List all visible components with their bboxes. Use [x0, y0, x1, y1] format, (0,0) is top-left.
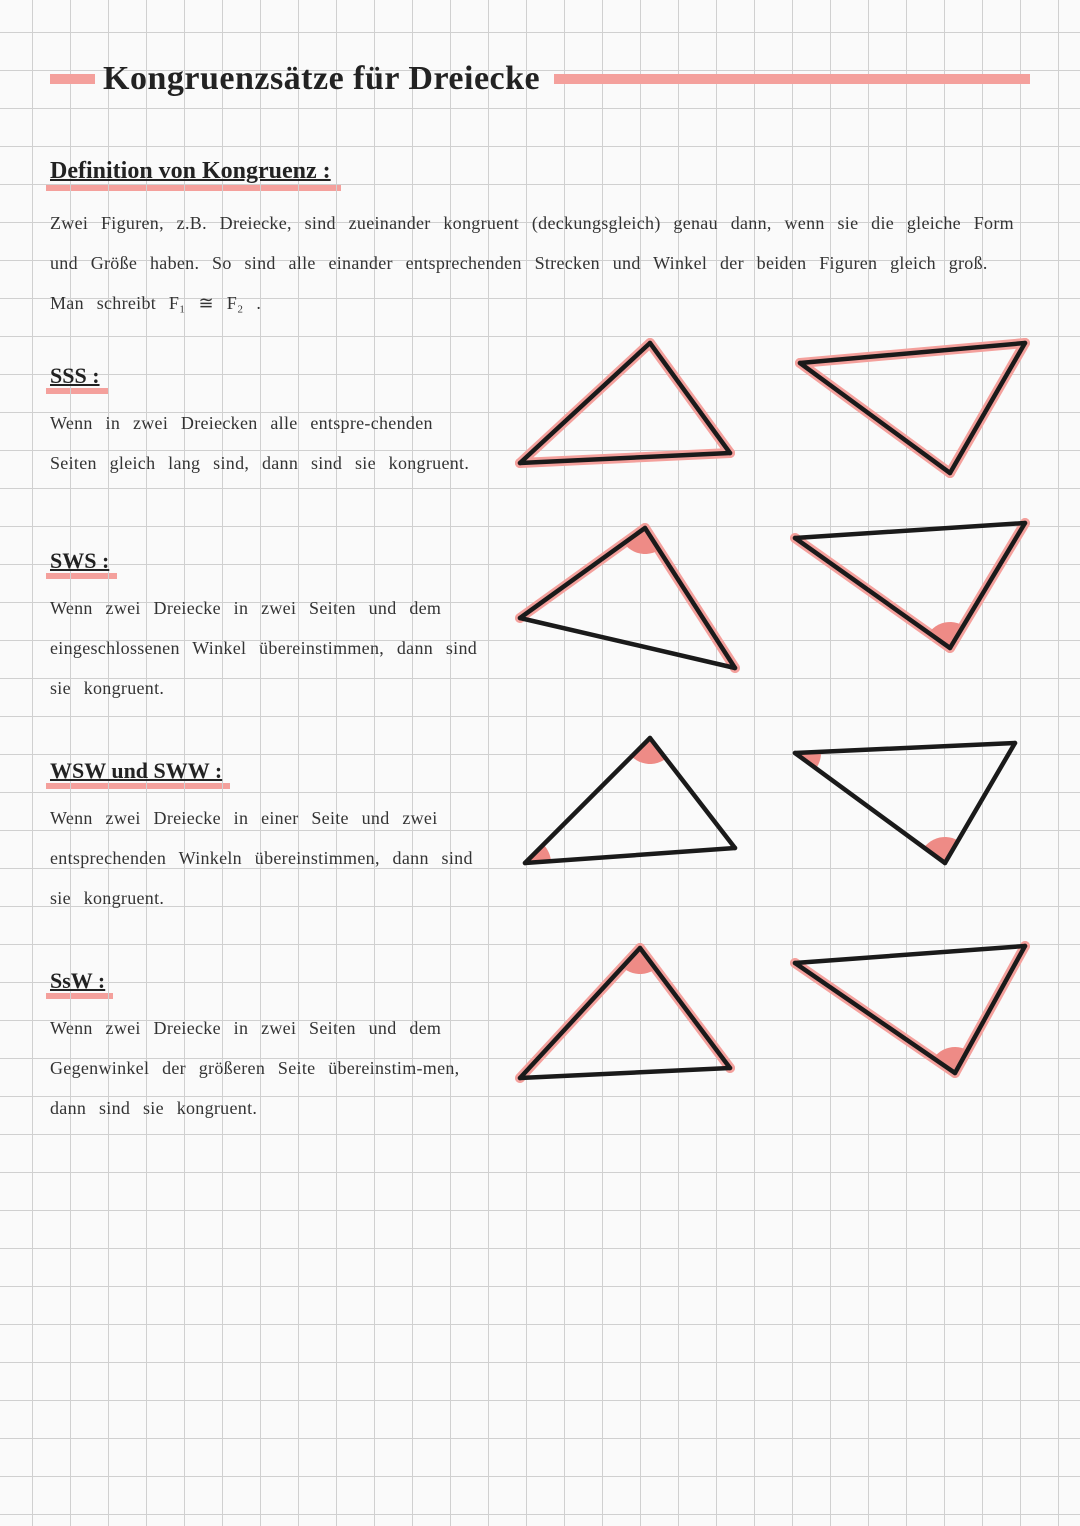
triangle-diagram	[500, 928, 760, 1103]
theorem-text-col: SWS : Wenn zwei Dreiecke in zwei Seiten …	[50, 548, 480, 708]
triangle-diagram	[500, 323, 760, 498]
theorem-figures	[500, 718, 1040, 893]
definition-text: Zwei Figuren, z.B. Dreiecke, sind zueina…	[50, 203, 1030, 323]
theorem-figures	[500, 928, 1040, 1103]
theorem-text-col: SsW : Wenn zwei Dreiecke in zwei Seiten …	[50, 968, 480, 1128]
theorem-heading: SSS :	[50, 363, 100, 389]
theorem-text: Wenn zwei Dreiecke in zwei Seiten und de…	[50, 1008, 480, 1128]
theorem-text: Wenn in zwei Dreiecken alle entspre-chen…	[50, 403, 480, 483]
triangle-diagram	[500, 508, 760, 683]
title-bar-right	[554, 74, 1030, 84]
theorem-heading: SWS :	[50, 548, 109, 574]
theorem-row: SSS : Wenn in zwei Dreiecken alle entspr…	[50, 363, 1030, 498]
theorem-row: SWS : Wenn zwei Dreiecke in zwei Seiten …	[50, 548, 1030, 708]
theorem-text: Wenn zwei Dreiecke in einer Seite und zw…	[50, 798, 480, 918]
triangle-diagram	[780, 508, 1040, 683]
triangle-diagram	[780, 323, 1040, 498]
triangle-diagram	[780, 718, 1040, 893]
definition-heading: Definition von Kongruenz :	[50, 158, 331, 185]
title-row: Kongruenzsätze für Dreiecke	[50, 60, 1030, 98]
page-title: Kongruenzsätze für Dreiecke	[103, 60, 540, 98]
theorem-heading: WSW und SWW :	[50, 758, 222, 784]
theorem-row: WSW und SWW : Wenn zwei Dreiecke in eine…	[50, 758, 1030, 918]
theorem-heading: SsW :	[50, 968, 105, 994]
theorem-row: SsW : Wenn zwei Dreiecke in zwei Seiten …	[50, 968, 1030, 1128]
triangle-diagram	[780, 928, 1040, 1103]
theorem-figures	[500, 508, 1040, 683]
triangle-diagram	[500, 718, 760, 893]
notes-page: Kongruenzsätze für Dreiecke Definition v…	[0, 0, 1080, 1218]
definition-block: Definition von Kongruenz : Zwei Figuren,…	[50, 158, 1030, 323]
theorem-text-col: WSW und SWW : Wenn zwei Dreiecke in eine…	[50, 758, 480, 918]
theorem-text: Wenn zwei Dreiecke in zwei Seiten und de…	[50, 588, 480, 708]
title-bar-left	[50, 74, 95, 84]
theorem-text-col: SSS : Wenn in zwei Dreiecken alle entspr…	[50, 363, 480, 483]
theorem-figures	[500, 323, 1040, 498]
